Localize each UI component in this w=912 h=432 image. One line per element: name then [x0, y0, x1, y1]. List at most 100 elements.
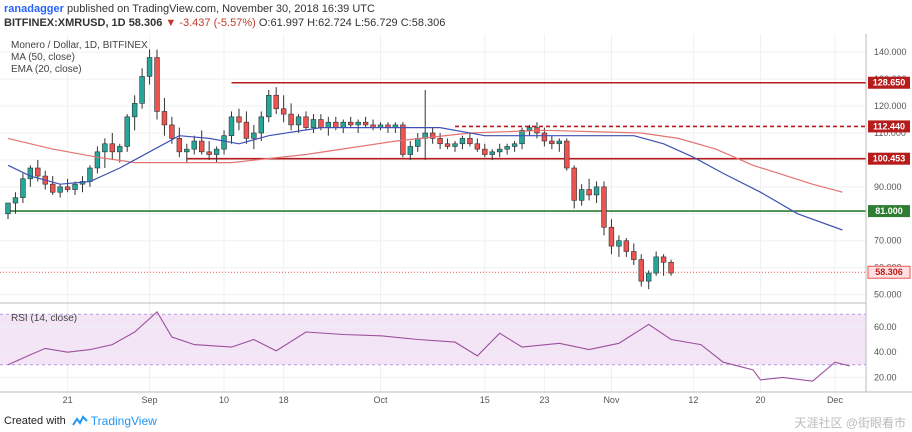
- candle: [117, 143, 123, 163]
- candle: [347, 116, 354, 128]
- ema-legend[interactable]: EMA (20, close): [11, 64, 82, 75]
- candle: [340, 119, 346, 133]
- last-price-tag-label: 58.306: [875, 267, 903, 277]
- candle-body: [146, 57, 153, 77]
- level-tag: 128.650: [868, 76, 910, 89]
- candle-body: [161, 111, 168, 126]
- candle: [236, 108, 242, 131]
- candle: [243, 111, 250, 144]
- time-axis: 21 Sep 10 18 Oct 15 23 Nov 12 20 Dec: [63, 395, 844, 405]
- candle: [280, 95, 287, 123]
- candle: [176, 127, 183, 158]
- candle-body: [12, 197, 19, 204]
- candle-body: [191, 140, 197, 150]
- candle-body: [154, 57, 160, 112]
- last-price-tag: 58.306: [867, 265, 911, 279]
- tradingview-icon: [71, 415, 88, 426]
- candle-body: [586, 189, 592, 196]
- candle: [154, 49, 160, 120]
- candle: [593, 181, 600, 204]
- candle: [221, 130, 227, 155]
- time-tick-label: Dec: [827, 395, 844, 405]
- candle-body: [131, 103, 138, 118]
- candle: [638, 254, 644, 287]
- rsi-legend[interactable]: RSI (14, close): [11, 313, 78, 324]
- time-tick-label: 15: [480, 395, 490, 405]
- rsi-axis: 20.00 40.00 60.00: [874, 322, 897, 382]
- candle-body: [482, 148, 488, 155]
- candle-body: [117, 146, 123, 153]
- time-tick-label: 18: [279, 395, 289, 405]
- time-tick-label: Sep: [142, 395, 158, 405]
- candle: [251, 124, 257, 150]
- candle: [49, 176, 56, 195]
- level-tag: 100.453: [868, 152, 910, 165]
- candle: [489, 149, 495, 160]
- candle-body: [124, 116, 130, 147]
- rsi-tick-label: 20.00: [874, 372, 897, 382]
- candle-body: [459, 138, 466, 145]
- candle: [258, 111, 264, 142]
- candle: [295, 114, 302, 133]
- candle-body: [27, 167, 34, 180]
- candle-body: [541, 132, 548, 142]
- candle-body: [429, 132, 436, 139]
- candle: [429, 127, 436, 144]
- candle-body: [295, 116, 302, 126]
- candle: [94, 146, 101, 174]
- candle: [556, 138, 563, 152]
- candle-body: [199, 140, 205, 153]
- candle: [459, 135, 466, 150]
- candle-body: [94, 151, 101, 169]
- candle: [645, 270, 652, 290]
- candle: [288, 103, 294, 131]
- candle: [303, 111, 309, 131]
- level-tag-bg: [868, 152, 910, 165]
- candle-body: [176, 138, 183, 153]
- candle-body: [325, 121, 332, 128]
- candle-body: [489, 151, 495, 155]
- candle-body: [280, 108, 287, 115]
- candle-body: [511, 143, 518, 147]
- candle: [564, 138, 570, 171]
- candle: [586, 178, 592, 201]
- price-tick-label: 90.000: [874, 182, 902, 192]
- ma-legend[interactable]: MA (50, close): [11, 52, 75, 63]
- watermark: 天涯社区 @街眼看市: [794, 416, 906, 430]
- level-lines: [0, 81, 866, 273]
- candle-body: [347, 121, 354, 126]
- candle-body: [571, 167, 577, 201]
- price-tick-label: 50.000: [874, 290, 902, 300]
- candle-body: [273, 94, 279, 110]
- candle: [310, 114, 317, 133]
- candle: [474, 138, 481, 152]
- level-tag-bg: [868, 205, 910, 218]
- candle-body: [653, 256, 659, 274]
- rsi-line: [7, 310, 851, 382]
- level-tag-bg: [868, 76, 910, 89]
- candle-body: [251, 132, 257, 139]
- candle-body: [355, 121, 361, 126]
- candle: [355, 119, 361, 133]
- candle: [161, 97, 168, 136]
- candle-body: [496, 148, 503, 153]
- candle: [660, 254, 667, 276]
- candle-body: [452, 143, 458, 147]
- candle-body: [139, 76, 145, 104]
- time-tick-label: 23: [539, 395, 549, 405]
- tradingview-logo[interactable]: TradingView: [71, 414, 157, 428]
- candle: [184, 143, 190, 163]
- candle: [12, 192, 19, 214]
- candle-body: [303, 116, 309, 128]
- author-name[interactable]: ranadagger: [4, 3, 64, 15]
- candle-body: [504, 146, 510, 150]
- candle: [571, 165, 577, 209]
- candle-body: [87, 167, 93, 182]
- candle: [608, 219, 615, 255]
- candle-body: [623, 240, 630, 252]
- candle: [124, 114, 130, 152]
- level-tag-label: 128.650: [873, 78, 906, 88]
- last-price-text: 58.306: [128, 17, 163, 29]
- candle-body: [645, 272, 652, 282]
